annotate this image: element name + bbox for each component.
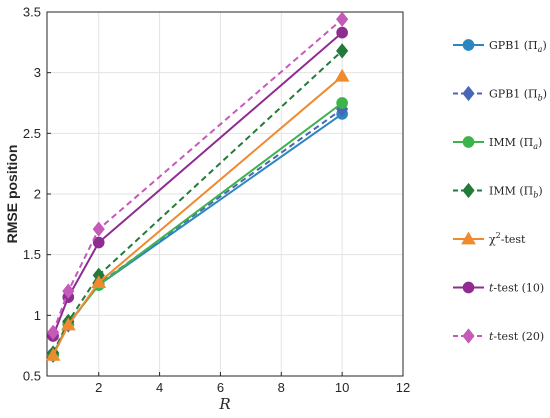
legend-label-sup: 2 [496, 231, 501, 240]
y-tick-label: 0.5 [23, 369, 41, 384]
marker-circle [462, 281, 475, 294]
y-tick-label: 3 [34, 65, 41, 80]
legend-item-5: χ2-test [453, 231, 526, 246]
legend-label-tail: -test (20) [493, 330, 544, 343]
legend-label: χ2-test [489, 231, 526, 246]
legend-label-tail: ) [543, 88, 547, 101]
marker-circle [462, 136, 475, 148]
legend-label: GPB1 (Πa) [489, 39, 547, 54]
series-5 [45, 68, 350, 361]
legend-label-tail: ) [538, 136, 542, 149]
legend-label-main: IMM (Π [489, 136, 533, 149]
legend-label-main: GPB1 (Π [489, 88, 538, 101]
legend-item-7: t-test (20) [453, 328, 544, 344]
legend-label-italic: t [489, 282, 494, 295]
legend-label-sub: a [538, 45, 543, 54]
legend-label-sub: a [533, 142, 538, 151]
legend-label-main: IMM (Π [489, 185, 533, 198]
legend-label-sub: b [538, 94, 543, 103]
series-line [52, 75, 343, 356]
legend-label-tail: ) [542, 39, 546, 52]
legend-item-2: GPB1 (Πb) [453, 85, 547, 103]
plot-frame [46, 11, 404, 377]
series-line [52, 50, 343, 354]
legend-label-tail: -test (10) [493, 282, 544, 295]
tick-labels: 2 4 6 8 10 12 0.5 1 1.5 2 2.5 3 3.5 [23, 5, 410, 396]
marker-diamond [336, 43, 349, 59]
series-line [52, 108, 343, 356]
x-tick-label: 10 [335, 380, 349, 395]
series-line [52, 18, 343, 333]
x-tick-label: 12 [396, 380, 410, 395]
legend-item-1: GPB1 (Πa) [453, 39, 547, 54]
y-tick-label: 3.5 [23, 5, 41, 20]
marker-diamond [46, 324, 60, 340]
legend: GPB1 (Πa)GPB1 (Πb)IMM (Πa)IMM (Πb)χ2-tes… [453, 39, 547, 344]
legend-label: t-test (10) [489, 282, 544, 295]
marker-circle [336, 97, 348, 109]
marker-triangle [45, 347, 61, 361]
legend-label-tail: ) [538, 185, 542, 198]
marker-triangle [461, 231, 476, 245]
series-layer [45, 11, 350, 363]
legend-label-italic: t [489, 330, 494, 343]
marker-triangle [91, 275, 107, 288]
marker-diamond [336, 11, 349, 27]
marker-triangle [334, 68, 350, 82]
marker-circle [462, 39, 475, 51]
axes [46, 11, 404, 377]
legend-item-3: IMM (Πa) [453, 136, 542, 151]
x-tick-label: 8 [278, 380, 285, 395]
legend-label-main: χ [489, 233, 496, 246]
x-tick-label: 4 [156, 380, 163, 395]
legend-label: t-test (20) [489, 330, 544, 343]
marker-circle [336, 26, 348, 39]
x-tick-label: 6 [217, 380, 224, 395]
x-tick-label: 2 [95, 380, 102, 395]
marker-diamond [462, 182, 475, 199]
y-tick-label: 2 [34, 187, 41, 202]
marker-triangle [60, 317, 76, 331]
legend-item-4: IMM (Πb) [453, 182, 543, 200]
marker-diamond [62, 283, 75, 299]
marker-circle [92, 236, 105, 249]
legend-label: IMM (Πb) [489, 185, 543, 200]
series-line [52, 31, 343, 337]
x-axis-title: R [218, 395, 230, 413]
series-7 [46, 11, 349, 340]
legend-label: GPB1 (Πb) [489, 88, 547, 103]
y-tick-label: 2.5 [23, 126, 41, 141]
legend-label-main: GPB1 (Π [489, 39, 538, 52]
y-tick-label: 1.5 [23, 247, 41, 262]
marker-diamond [462, 85, 475, 102]
legend-label-tail: -test [501, 233, 526, 246]
legend-label-sub: b [533, 191, 538, 200]
marker-diamond [462, 328, 475, 344]
marker-diamond [92, 221, 105, 237]
y-tick-label: 1 [34, 308, 41, 323]
legend-label: IMM (Πa) [489, 136, 542, 151]
legend-item-6: t-test (10) [453, 282, 544, 295]
y-axis-title: RMSE position [4, 145, 20, 244]
